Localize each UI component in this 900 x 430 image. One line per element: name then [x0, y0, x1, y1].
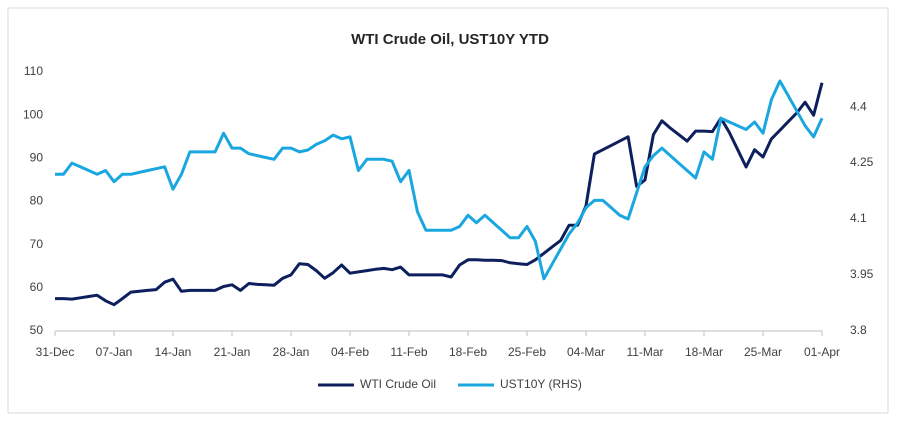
series-line [55, 82, 824, 307]
chart-border [7, 7, 889, 414]
x-tick-label: 31-Dec [36, 345, 75, 359]
x-tick-label: 25-Feb [508, 345, 546, 359]
y-tick-label: 90 [30, 151, 44, 165]
x-tick-label: 18-Mar [685, 345, 723, 359]
legend-label: WTI Crude Oil [360, 377, 436, 391]
y2-tick-label: 3.8 [850, 323, 867, 337]
y2-tick-label: 4.4 [850, 99, 867, 113]
y2-tick-label: 4.1 [850, 211, 867, 225]
y-tick-label: 110 [24, 64, 43, 78]
y-tick-label: 60 [30, 280, 44, 294]
legend-label: UST10Y (RHS) [500, 377, 582, 391]
x-tick-label: 11-Feb [390, 345, 427, 359]
x-tick-label: 01-Apr [804, 345, 840, 359]
y-tick-label: 80 [30, 194, 44, 208]
y-tick-label: 100 [23, 107, 43, 121]
x-tick-label: 28-Jan [273, 345, 310, 359]
x-tick-label: 04-Mar [567, 345, 605, 359]
chart-title: WTI Crude Oil, UST10Y YTD [351, 31, 549, 48]
y-tick-label: 50 [30, 323, 44, 337]
x-tick-label: 11-Mar [626, 345, 663, 359]
x-tick-label: 04-Feb [331, 345, 369, 359]
y2-tick-label: 4.25 [850, 155, 874, 169]
x-tick-label: 18-Feb [449, 345, 487, 359]
x-tick-label: 21-Jan [214, 345, 251, 359]
y2-tick-label: 3.95 [850, 267, 874, 281]
x-tick-label: 25-Mar [744, 345, 782, 359]
series-line [55, 79, 824, 281]
x-tick-label: 07-Jan [96, 345, 133, 359]
x-tick-label: 14-Jan [155, 345, 192, 359]
y-tick-label: 70 [30, 237, 44, 251]
